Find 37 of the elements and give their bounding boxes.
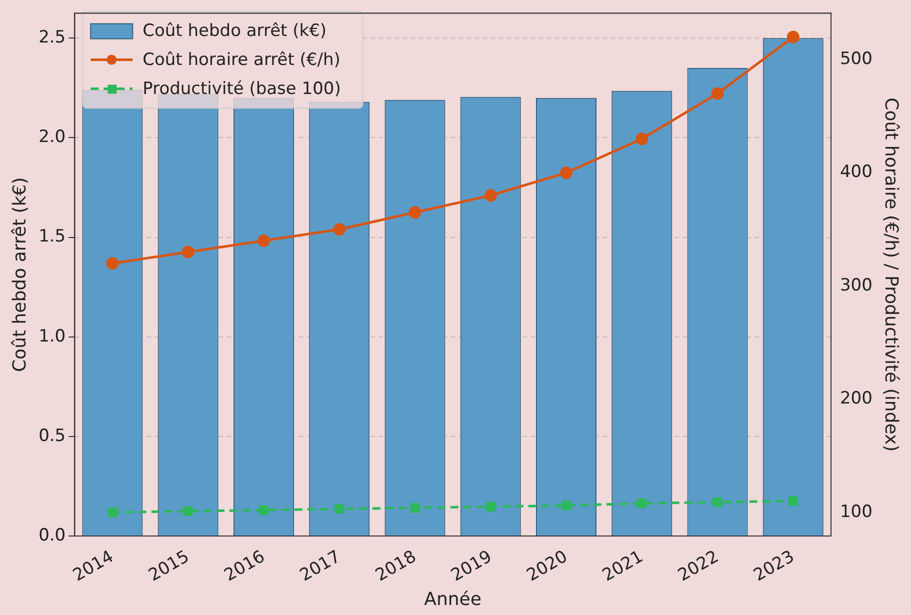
y2-tick-label: 500 — [840, 49, 872, 70]
point — [182, 246, 194, 258]
y-tick-label: 0.0 — [38, 526, 66, 546]
y-tick-label: 2.5 — [38, 28, 66, 48]
point — [183, 506, 193, 516]
x-axis-title: Année — [424, 588, 482, 610]
y2-tick-label: 400 — [840, 162, 872, 182]
y2-tick-label: 100 — [840, 502, 872, 522]
y2-tick-label: 300 — [840, 275, 872, 296]
point — [712, 497, 722, 507]
point — [333, 223, 346, 236]
point — [257, 234, 270, 247]
point — [560, 166, 572, 180]
point — [786, 30, 800, 44]
y-tick-label: 1.5 — [38, 226, 66, 247]
y2-tick-label: 200 — [840, 388, 872, 409]
point — [334, 504, 344, 514]
y-tick-label: 2.0 — [38, 127, 66, 148]
point — [258, 505, 268, 515]
point — [410, 503, 420, 513]
y2-axis-title: Coût horaire (€/h) / Productivité (index) — [880, 98, 902, 452]
point — [561, 500, 572, 510]
point — [637, 498, 647, 508]
y-tick-label: 1.0 — [38, 326, 66, 346]
point — [636, 132, 648, 146]
point — [711, 87, 724, 100]
point — [788, 496, 798, 506]
legend-label: Coût hebdo arrêt (k€) — [142, 21, 327, 42]
point — [484, 189, 497, 202]
y-axis-title: Coût hebdo arrêt (k€) — [9, 177, 30, 372]
point — [408, 206, 422, 219]
y-tick-label: 0.5 — [38, 426, 66, 446]
point — [108, 508, 118, 518]
legend-label: Coût horaire arrêt (€/h) — [142, 50, 340, 70]
point — [106, 257, 119, 270]
legend-label: Productivité (base 100) — [142, 79, 341, 100]
point — [486, 502, 496, 512]
